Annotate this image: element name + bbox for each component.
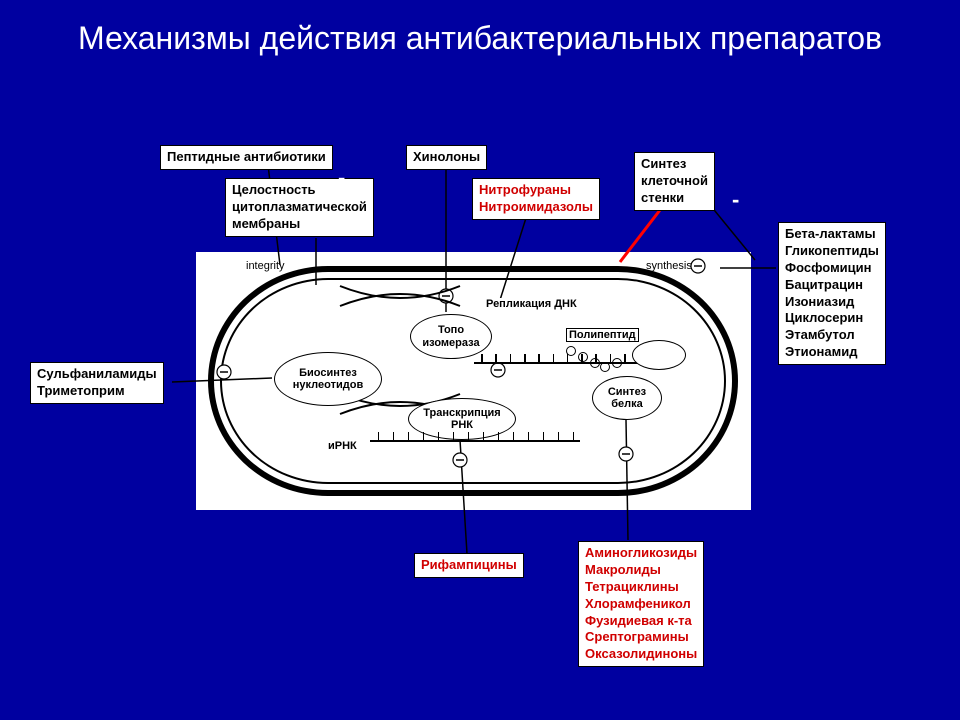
bubble-protein-synthesis: Синтез белка xyxy=(592,376,662,420)
box-membrane-integrity: Целостность цитоплазматической мембраны xyxy=(225,178,374,237)
box-rifampicins: Рифампицины xyxy=(414,553,524,578)
label-polypeptide: Полипептид xyxy=(566,328,639,342)
dash-mark: - xyxy=(338,165,345,191)
diagram-canvas: Топо изомераза Биосинтез нуклеотидов Тра… xyxy=(0,0,960,720)
label-integrity: integrity xyxy=(246,260,285,272)
box-peptide-antibiotics: Пептидные антибиотики xyxy=(160,145,333,170)
label-dna-replication: Репликация ДНК xyxy=(484,298,579,310)
plasmid xyxy=(632,340,686,370)
bubble-topoisomerase: Топо изомераза xyxy=(410,314,492,359)
label-mrna: иРНК xyxy=(326,440,359,452)
box-quinolones: Хинолоны xyxy=(406,145,487,170)
box-aminoglycosides: Аминогликозиды Макролиды Тетрациклины Хл… xyxy=(578,541,704,667)
box-sulfonamides: Сульфаниламиды Триметоприм xyxy=(30,362,164,404)
box-beta-lactams: Бета-лактамы Гликопептиды Фосфомицин Бац… xyxy=(778,222,886,365)
label-synthesis: synthesis xyxy=(646,260,692,272)
bubble-nucleotide-biosynthesis: Биосинтез нуклеотидов xyxy=(274,352,382,406)
dash-mark: - xyxy=(732,187,739,213)
bubble-transcription: Транскрипция РНК xyxy=(408,398,516,440)
box-nitrofurans: Нитрофураны Нитроимидазолы xyxy=(472,178,600,220)
box-cell-wall-synthesis: Синтез клеточной стенки xyxy=(634,152,715,211)
